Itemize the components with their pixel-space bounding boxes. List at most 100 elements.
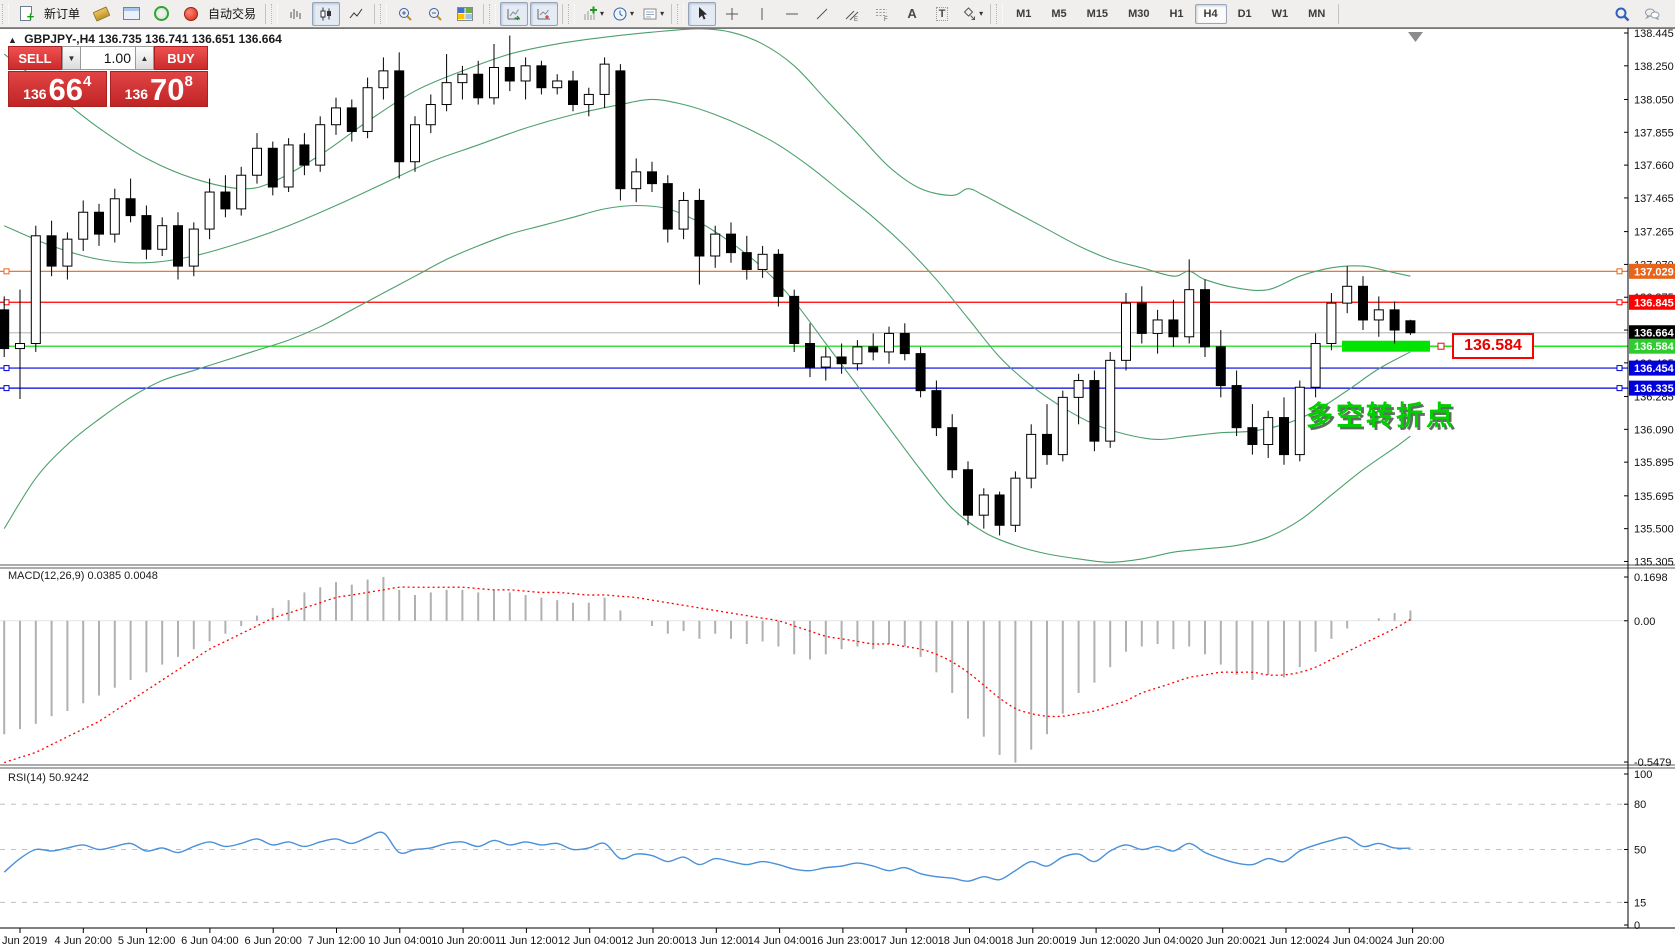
candle: [489, 43, 499, 105]
candle: [62, 232, 73, 280]
candle: [1342, 266, 1353, 314]
chevron-down-icon[interactable]: ▾: [600, 9, 605, 18]
price-tag-136.664: 136.664: [1629, 325, 1675, 341]
candle: [1279, 397, 1289, 465]
timeframe-h4-button[interactable]: H4: [1194, 3, 1227, 24]
chevron-down-icon[interactable]: ▾: [660, 9, 665, 18]
sell-button[interactable]: SELL: [8, 46, 62, 70]
hline-button[interactable]: [778, 2, 806, 26]
time-tick-label: 10 Jun 04:00: [368, 935, 432, 947]
volume-decrease-button[interactable]: ▼: [62, 46, 81, 70]
timeframe-mn-button[interactable]: MN: [1308, 7, 1326, 20]
zoom-out-icon: [427, 6, 443, 22]
candle: [315, 116, 326, 172]
candle: [741, 235, 752, 280]
timeframe-w1-button[interactable]: W1: [1271, 7, 1289, 20]
trend-marker-bar[interactable]: [1342, 340, 1430, 352]
bar-chart-button[interactable]: [282, 2, 310, 26]
toolbar-grip: [677, 3, 685, 24]
line-chart-button[interactable]: [342, 2, 370, 26]
price-tick-label: 135.695: [1634, 491, 1674, 503]
channel-button[interactable]: E: [838, 2, 866, 26]
time-tick-label: 21 Jun 12:00: [1254, 935, 1318, 947]
symbol-period-label: GBPJPY-,H4: [24, 32, 95, 46]
candle: [599, 57, 610, 108]
vline-icon: [754, 6, 770, 22]
label-button[interactable]: T: [928, 2, 956, 26]
auto-scroll-button[interactable]: [500, 1, 529, 26]
bar-chart-icon: [288, 6, 304, 22]
vline-button[interactable]: [748, 2, 776, 26]
volume-increase-button[interactable]: ▲: [135, 46, 154, 70]
shapes-button[interactable]: ▾: [958, 2, 986, 26]
hline-handle[interactable]: [3, 268, 10, 275]
callout-anchor[interactable]: [1437, 342, 1445, 350]
rsi-scale-label: 15: [1634, 897, 1646, 909]
timeframe-d1-button[interactable]: D1: [1237, 7, 1252, 20]
toolbar-separator: [1338, 3, 1340, 24]
toolbar-separator: [990, 3, 992, 24]
collapse-arrow-icon[interactable]: ▲: [8, 35, 17, 45]
timeframe-m5-button[interactable]: M5: [1051, 7, 1067, 20]
candlestick-button[interactable]: [312, 1, 341, 26]
timeframe-m30-button[interactable]: M30: [1128, 7, 1150, 20]
autotrading-button-label[interactable]: 自动交易: [208, 7, 257, 21]
zoom-in-button[interactable]: [391, 2, 419, 26]
signal-button[interactable]: [147, 2, 175, 26]
toolbar-separator: [265, 3, 267, 24]
chat-button[interactable]: [1638, 2, 1666, 26]
buy-price-button[interactable]: 136 70 8: [109, 71, 208, 107]
eraser-button[interactable]: [87, 2, 115, 26]
toolbar-separator: [671, 3, 673, 24]
candle: [868, 333, 879, 361]
periods-button[interactable]: ▾: [609, 2, 637, 26]
crosshair-button[interactable]: [718, 2, 746, 26]
hline-handle[interactable]: [1616, 299, 1623, 306]
chevron-down-icon[interactable]: ▾: [979, 9, 984, 18]
templates-button[interactable]: ▾: [639, 2, 667, 26]
search-button[interactable]: [1608, 2, 1636, 26]
hline-handle[interactable]: [3, 299, 10, 306]
autotrading-button[interactable]: [177, 2, 205, 26]
trendline-button[interactable]: [808, 2, 836, 26]
time-tick-label: 20 Jun 20:00: [1191, 935, 1255, 947]
rsi-scale-label: 100: [1634, 769, 1652, 781]
hline-handle[interactable]: [1616, 385, 1623, 392]
cursor-button[interactable]: [688, 1, 717, 26]
hline-handle[interactable]: [1616, 365, 1623, 372]
chevron-down-icon[interactable]: ▾: [630, 9, 635, 18]
fibonacci-button[interactable]: F: [868, 2, 896, 26]
volume-input[interactable]: [81, 46, 135, 70]
toolbar-grip: [568, 3, 576, 24]
chart-area: 138.445 138.250 138.050 137.855 137.660 137.4…: [0, 28, 1675, 951]
tile-windows-button[interactable]: [451, 2, 479, 26]
hline-handle[interactable]: [3, 365, 10, 372]
sell-price-button[interactable]: 136 66 4: [8, 71, 107, 107]
candle: [362, 77, 373, 139]
price-tag-label: 136.664: [1634, 328, 1675, 340]
time-tick-label: 5 Jun 12:00: [118, 935, 176, 947]
buy-button[interactable]: BUY: [154, 46, 208, 70]
hline-handle[interactable]: [3, 385, 10, 392]
candle: [647, 161, 657, 193]
time-axis[interactable]: 4 Jun 2019 4 Jun 20:00 5 Jun 12:00 6 Jun 04…: [0, 928, 1444, 947]
chart-shift-button[interactable]: [530, 1, 559, 26]
chart-shift-marker[interactable]: [1408, 32, 1423, 42]
price-tag-137.029: 137.029: [1629, 263, 1675, 279]
signal-icon: [153, 6, 169, 21]
chart-window-button[interactable]: [117, 2, 145, 26]
new-order-button[interactable]: +: [13, 2, 41, 26]
hline-handle[interactable]: [1616, 268, 1623, 275]
text-button[interactable]: A: [898, 2, 926, 26]
toolbar-grip: [271, 3, 279, 24]
timeframe-h1-button[interactable]: H1: [1169, 7, 1184, 20]
indicators-button[interactable]: ▾: [579, 2, 607, 26]
time-tick-label: 4 Jun 2019: [0, 935, 47, 947]
buy-price-big: 70: [150, 72, 185, 107]
timeframe-m15-button[interactable]: M15: [1086, 7, 1109, 20]
candle: [30, 225, 41, 352]
zoom-out-button[interactable]: [421, 2, 449, 26]
price-level-callout[interactable]: 136.584: [1452, 333, 1534, 359]
new-order-button-label[interactable]: 新订单: [44, 7, 81, 21]
timeframe-m1-button[interactable]: M1: [1016, 7, 1032, 20]
